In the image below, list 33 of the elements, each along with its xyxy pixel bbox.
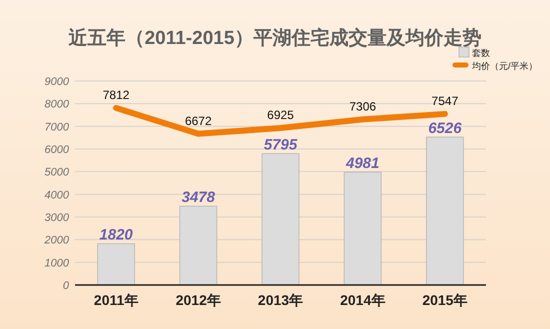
bar [179, 206, 218, 286]
data-label: 7306 [349, 99, 376, 114]
data-label: 3478 [182, 189, 216, 206]
bar [262, 153, 300, 286]
y-tick-label: 4000 [44, 189, 70, 202]
data-label: 4981 [345, 155, 380, 172]
data-label: 5795 [264, 136, 298, 154]
data-label: 7812 [102, 88, 130, 102]
data-label: 7547 [432, 94, 459, 108]
data-label: 6925 [267, 108, 294, 122]
y-tick-label: 1000 [44, 257, 70, 270]
x-tick-label: 2012年 [176, 292, 221, 308]
data-label: 1820 [99, 226, 134, 244]
y-tick-label: 7000 [44, 121, 70, 134]
y-tick-label: 9000 [44, 76, 70, 88]
x-tick-label: 2013年 [258, 292, 304, 308]
chart-title: 近五年（2011-2015）平湖住宅成交量及均价走势 [68, 27, 482, 49]
y-tick-label: 8000 [44, 98, 70, 111]
legend-label: 套数 [472, 48, 490, 58]
bar [344, 172, 382, 286]
legend-label: 均价（元/平米） [471, 61, 538, 71]
y-tick-label: 6000 [44, 144, 70, 156]
y-tick-label: 3000 [44, 212, 70, 224]
y-tick-label: 0 [62, 280, 70, 292]
data-label: 6526 [428, 120, 462, 138]
y-tick-label: 2000 [44, 234, 70, 247]
x-tick-label: 2014年 [340, 292, 386, 308]
x-tick-label: 2015年 [422, 292, 468, 308]
x-tick-label: 2011年 [94, 292, 138, 308]
bar [97, 243, 135, 286]
data-label: 6672 [184, 114, 212, 128]
y-tick-label: 5000 [44, 166, 70, 179]
bar [426, 136, 464, 286]
